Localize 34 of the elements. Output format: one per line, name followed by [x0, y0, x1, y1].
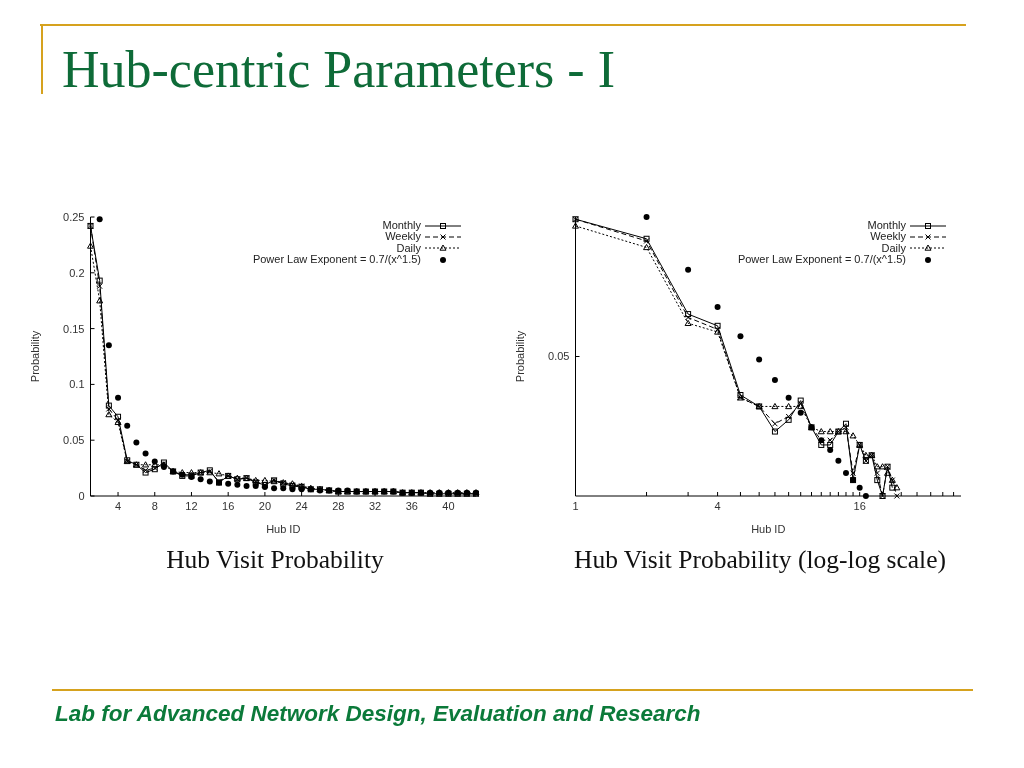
x-tick-label: 16 — [222, 499, 235, 512]
y-tick-label: 0.2 — [69, 266, 85, 279]
text: Lab for Advanced Network Design, Evaluation and Research — [55, 701, 701, 727]
text: 0.05 — [548, 350, 570, 363]
legend-label: Weekly — [870, 230, 906, 243]
x-axis-title: Hub ID — [266, 523, 301, 535]
x-tick-label: 1 — [572, 499, 579, 512]
legend-label: Daily — [881, 241, 906, 254]
legend-label: Weekly — [385, 230, 421, 243]
x-tick-label: 40 — [442, 499, 455, 512]
y-tick-label: 0 — [78, 489, 85, 502]
x-tick-label: 28 — [332, 499, 345, 512]
x-tick-label: 8 — [151, 499, 158, 512]
y-tick-label: 0.25 — [63, 210, 85, 223]
x-tick-label: 4 — [714, 499, 721, 512]
legend-label: Monthly — [382, 219, 421, 232]
x-tick-label: 36 — [405, 499, 418, 512]
text: Hub Visit Probability (log-log scale) — [573, 545, 947, 575]
x-tick-label: 4 — [114, 499, 122, 512]
x-tick-label: 32 — [368, 499, 382, 512]
text: Hub-centric Parameters - I — [62, 41, 615, 98]
x-tick-label: 20 — [258, 499, 272, 512]
x-axis-title: Hub ID — [751, 523, 786, 535]
y-tick-label: 0.1 — [69, 378, 85, 391]
x-tick-label: 16 — [853, 499, 866, 512]
x-tick-label: 12 — [185, 499, 198, 512]
y-tick-label: 0.15 — [63, 322, 85, 335]
legend-label: Monthly — [867, 219, 906, 232]
y-axis-title: Probability — [28, 330, 41, 383]
y-tick-label: 0.05 — [63, 434, 85, 447]
x-tick-label: 24 — [295, 499, 308, 512]
y-axis-title: Probability — [513, 330, 526, 383]
legend-label: Daily — [396, 241, 421, 254]
text: Hub Visit Probability — [165, 545, 385, 575]
